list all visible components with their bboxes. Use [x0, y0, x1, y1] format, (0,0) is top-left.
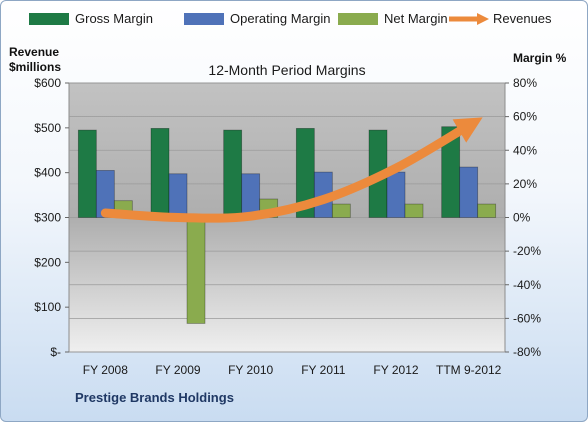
bar-gross-margin: [223, 129, 243, 218]
company-name: Prestige Brands Holdings: [75, 390, 234, 405]
bar-gross-margin: [150, 127, 170, 218]
legend-item-net-margin: Net Margin: [338, 11, 448, 26]
bar-net-margin: [404, 203, 424, 218]
x-axis-tick-label: FY 2012: [373, 363, 418, 377]
revenues-line: [100, 117, 483, 223]
left-axis-title-line-1: Revenue: [9, 45, 60, 59]
bar-net-margin: [186, 217, 206, 324]
left-axis-tick-label: $-: [50, 345, 61, 359]
legend-label-net-margin: Net Margin: [384, 11, 448, 26]
left-axis-tick-label: $100: [34, 300, 61, 314]
bar-operating-margin: [459, 166, 479, 218]
legend-swatch-operating-margin: [184, 12, 224, 25]
left-axis-tick-label: $600: [34, 76, 61, 90]
left-axis-tick-label: $400: [34, 166, 61, 180]
right-axis-title: Margin %: [513, 51, 567, 65]
right-axis-tick-label: -60%: [513, 311, 541, 325]
left-axis-tick-label: $200: [34, 255, 61, 269]
left-axis-title-line-2: $millions: [9, 60, 62, 74]
legend-item-revenues: Revenues: [447, 11, 552, 26]
right-axis-tick-label: 40%: [513, 143, 537, 157]
x-axis-tick-label: TTM 9-2012: [436, 363, 502, 377]
right-axis-tick-label: -80%: [513, 345, 541, 359]
right-axis-tick-label: 60%: [513, 110, 537, 124]
legend-label-operating-margin: Operating Margin: [230, 11, 331, 26]
bar-net-margin: [477, 203, 497, 218]
right-axis-tick-label: 80%: [513, 76, 537, 90]
left-axis-tick-label: $500: [34, 121, 61, 135]
legend-item-gross-margin: Gross Margin: [29, 11, 153, 26]
right-axis-tick-label: 20%: [513, 177, 537, 191]
legend-swatch-revenues: [449, 12, 489, 25]
bar-net-margin: [331, 203, 351, 218]
legend-label-revenues: Revenues: [493, 11, 552, 26]
right-axis-tick-label: -40%: [513, 278, 541, 292]
bar-operating-margin: [386, 171, 406, 218]
x-axis-tick-label: FY 2008: [83, 363, 128, 377]
chart-title: 12-Month Period Margins: [208, 62, 365, 78]
legend-item-operating-margin: Operating Margin: [184, 11, 330, 26]
x-axis-tick-label: FY 2010: [228, 363, 273, 377]
left-axis-tick-label: $300: [34, 211, 61, 225]
left-axis-title: Revenue $millions: [9, 45, 61, 75]
legend-swatch-net-margin: [338, 12, 378, 25]
x-axis-tick-label: FY 2009: [155, 363, 200, 377]
x-axis-tick-label: FY 2011: [301, 363, 346, 377]
chart-legend: Gross Margin Operating Margin Net Margin…: [1, 11, 587, 31]
bar-operating-margin: [168, 173, 188, 218]
legend-swatch-gross-margin: [29, 12, 69, 25]
bar-gross-margin: [77, 129, 97, 218]
legend-label-gross-margin: Gross Margin: [75, 11, 154, 26]
right-axis-tick-label: -20%: [513, 244, 541, 258]
right-axis-tick-label: 0%: [513, 211, 531, 225]
